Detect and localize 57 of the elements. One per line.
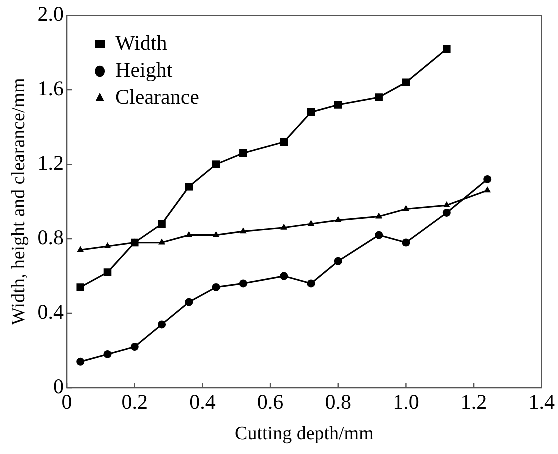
x-tick-label: 0.4 <box>190 390 216 414</box>
point <box>334 257 342 266</box>
point <box>442 208 451 217</box>
point <box>308 220 315 226</box>
point <box>375 231 384 240</box>
y-tick-label: 0.4 <box>38 300 65 324</box>
legend-label: Width <box>116 31 168 56</box>
point <box>104 350 112 358</box>
point <box>307 280 316 288</box>
point <box>484 186 492 193</box>
point <box>212 283 220 292</box>
x-tick-label: 0.6 <box>257 390 284 414</box>
point <box>185 298 194 306</box>
x-axis-title: Cutting depth/mm <box>235 424 374 445</box>
y-axis-title: Width, height and clearance/mm <box>8 78 30 326</box>
point <box>130 343 139 352</box>
x-tick-label: 1.4 <box>528 390 556 414</box>
x-tick-label: 0.2 <box>122 390 148 414</box>
point <box>212 231 220 238</box>
point <box>185 183 194 191</box>
point <box>240 228 247 234</box>
point <box>104 268 112 276</box>
point <box>158 320 166 329</box>
point <box>307 108 316 116</box>
y-tick-label: 2.0 <box>38 2 64 26</box>
point <box>104 242 112 248</box>
y-tick-label: 0.8 <box>38 226 64 250</box>
point <box>443 202 450 208</box>
y-tick-label: 1.6 <box>38 76 64 101</box>
point <box>402 238 410 247</box>
point <box>77 246 84 252</box>
y-tick-label: 0 <box>54 374 64 399</box>
point <box>375 94 383 102</box>
point <box>158 220 166 228</box>
point <box>280 224 288 230</box>
point <box>280 272 288 280</box>
point <box>158 238 166 245</box>
point <box>443 45 451 54</box>
point <box>376 212 383 219</box>
point <box>334 216 342 222</box>
x-tick-label: 0.8 <box>325 390 352 414</box>
point <box>402 78 410 87</box>
point <box>212 160 220 168</box>
point <box>76 358 85 366</box>
point <box>280 138 288 146</box>
point <box>239 280 248 288</box>
point <box>334 101 342 109</box>
point <box>186 231 193 238</box>
point <box>402 205 410 212</box>
point <box>240 150 248 158</box>
legend-label: Height <box>116 58 173 82</box>
y-tick-label: 1.2 <box>38 151 64 176</box>
point <box>484 175 492 184</box>
x-tick-label: 1.0 <box>393 390 420 414</box>
point <box>76 284 85 292</box>
legend-label: Clearance <box>116 85 200 110</box>
x-tick-label: 1.2 <box>460 390 488 414</box>
